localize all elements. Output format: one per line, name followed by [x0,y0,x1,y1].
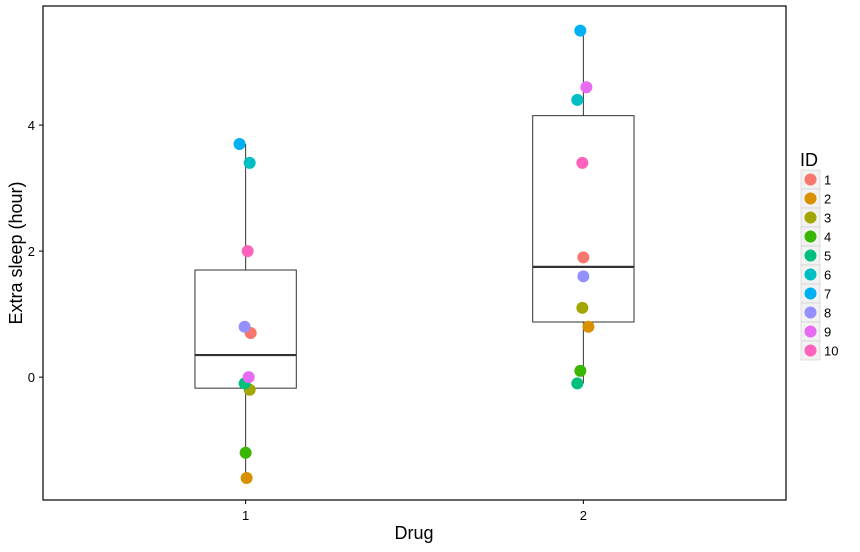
legend-label: 10 [824,344,838,359]
y-tick-label: 2 [28,244,35,259]
legend-label: 8 [824,306,831,321]
legend-marker-5 [804,249,817,262]
point-id-7 [574,24,587,37]
point-id-6 [243,156,256,169]
legend-marker-7 [804,287,817,300]
legend-marker-4 [804,230,817,243]
point-id-10 [241,245,254,258]
y-axis-label: Extra sleep (hour) [6,181,26,324]
point-id-2 [582,320,595,333]
point-id-3 [576,301,589,314]
data-points [233,24,595,484]
legend-marker-1 [804,173,817,186]
legend-label: 7 [824,287,831,302]
legend-label: 1 [824,173,831,188]
point-id-7 [233,137,246,150]
legend-marker-9 [804,325,817,338]
legend-label: 3 [824,211,831,226]
axes: 1 2 0 2 4 [28,118,587,523]
x-axis-label: Drug [394,523,433,543]
legend-marker-3 [804,211,817,224]
point-id-6 [571,93,584,106]
plot-panel [42,5,787,501]
point-id-4 [239,446,252,459]
box-iqr [532,115,635,323]
legend-label: 4 [824,230,831,245]
y-tick-label: 0 [28,370,35,385]
point-id-2 [240,471,253,484]
point-id-9 [242,371,255,384]
point-id-1 [577,251,590,264]
legend-marker-2 [804,192,817,205]
y-tick-label: 4 [28,118,35,133]
legend-label: 9 [824,325,831,340]
legend-label: 2 [824,192,831,207]
legend-label: 5 [824,249,831,264]
boxplots [194,30,635,478]
point-id-8 [238,320,251,333]
point-id-10 [576,156,589,169]
legend: ID 1 2 3 4 5 6 7 8 9 10 [800,150,838,361]
point-id-4 [574,364,587,377]
legend-marker-8 [804,306,817,319]
legend-marker-10 [804,344,817,357]
legend-title: ID [800,150,818,170]
x-tick-label: 2 [580,508,587,523]
point-id-9 [580,81,593,94]
legend-marker-6 [804,268,817,281]
legend-label: 6 [824,268,831,283]
point-id-8 [577,270,590,283]
x-tick-label: 1 [242,508,249,523]
point-id-5 [571,377,584,390]
